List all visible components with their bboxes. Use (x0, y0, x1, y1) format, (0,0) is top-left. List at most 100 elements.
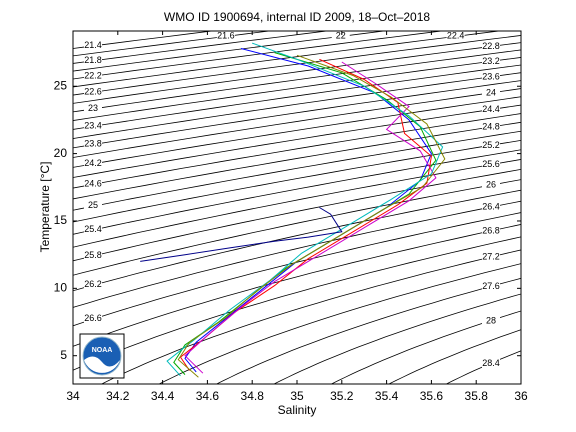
contour-label-bg (482, 252, 500, 263)
contour-label-bg (446, 31, 465, 41)
logo-gull (84, 356, 120, 373)
x-tick-label: 34.4 (151, 389, 175, 403)
density-contour (158, 263, 521, 384)
x-tick-label: 36 (514, 389, 528, 403)
contour-label: 25.2 (482, 140, 500, 150)
contour-label: 25 (88, 200, 98, 210)
contour-label-bg (84, 120, 102, 131)
contour-label: 25.6 (482, 159, 500, 169)
contour-label-bg (84, 40, 102, 51)
contour-label-bg (482, 159, 500, 170)
contour-label: 23.6 (482, 71, 500, 81)
profile-line (184, 61, 437, 374)
contour-label-bg (482, 88, 500, 99)
contour-label-bg (84, 178, 102, 189)
contour-label-bg (84, 250, 102, 261)
contour-label-bg (84, 200, 102, 211)
contour-label-bg (482, 41, 500, 52)
contour-label: 21.6 (217, 30, 235, 40)
density-contour (215, 277, 521, 384)
contour-label-bg (482, 104, 500, 115)
contour-label: 25.4 (84, 224, 102, 234)
contour-label-bg (482, 226, 500, 237)
contour-label-bg (482, 202, 500, 213)
density-contour (73, 72, 521, 139)
contour-label-bg (482, 122, 500, 133)
contour-label-bg (84, 55, 102, 66)
contour-label: 27.2 (482, 252, 500, 262)
x-tick-label: 35.4 (375, 389, 399, 403)
contour-label: 26.8 (482, 226, 500, 236)
contour-label: 24.6 (84, 178, 102, 188)
contour-label: 22.8 (482, 41, 500, 51)
y-tick-label: 25 (54, 78, 68, 92)
contour-label-bg (216, 31, 235, 41)
x-tick-label: 34 (66, 389, 80, 403)
density-contours: 21.4 21.6 21.8 22 22.2 22.4 22.6 22.8 23 23.2 23.4… (73, 30, 521, 384)
density-contour (73, 236, 521, 371)
density-contour (73, 149, 521, 235)
y-tick-label: 15 (54, 213, 68, 227)
contour-label-bg (84, 70, 102, 81)
density-contour (388, 329, 521, 384)
y-tick-label: 10 (54, 281, 68, 295)
x-axis-label: Salinity (278, 403, 317, 417)
contour-label: 24 (486, 87, 496, 97)
contour-label: 27.6 (482, 281, 500, 291)
profile-line (177, 54, 446, 378)
density-contour (73, 130, 521, 211)
plot-area (73, 31, 521, 384)
contour-label: 28.4 (482, 358, 500, 368)
x-tick-label: 34.6 (196, 389, 220, 403)
x-tick-label: 35.2 (330, 389, 354, 403)
contour-label: 21.8 (84, 55, 102, 65)
contour-label: 26.2 (84, 279, 102, 289)
contour-label: 23.8 (84, 139, 102, 149)
contour-label-bg (84, 139, 102, 150)
contour-label-bg (482, 56, 500, 67)
density-contour (73, 57, 521, 121)
contour-label: 26.4 (482, 202, 500, 212)
contour-label: 22.6 (84, 86, 102, 96)
contour-label: 25.8 (84, 250, 102, 260)
density-contour (330, 310, 521, 384)
density-contour (73, 189, 521, 292)
noaa-logo: NOAA (79, 333, 125, 379)
contour-label-bg (482, 140, 500, 151)
contour-label: 22 (336, 30, 346, 40)
density-contour (73, 64, 521, 130)
contour-label: 22.2 (84, 70, 102, 80)
contour-label-bg (84, 313, 102, 324)
contour-label: 26 (486, 180, 496, 190)
contour-label: 26.6 (84, 313, 102, 323)
contour-label-bg (84, 279, 102, 290)
density-contour (100, 249, 521, 384)
x-tick-label: 35 (290, 389, 304, 403)
contour-label-bg (84, 158, 102, 169)
density-contour (273, 293, 521, 384)
logo-text: NOAA (92, 347, 113, 354)
x-tick-label: 35.6 (420, 389, 444, 403)
density-contour (73, 49, 521, 113)
density-contour (73, 80, 521, 149)
density-contour (73, 179, 521, 276)
contour-label-bg (84, 224, 102, 235)
profile-line (140, 207, 343, 262)
contour-label-bg (482, 71, 500, 82)
y-tick-label: 5 (60, 348, 67, 362)
contour-label: 24.4 (482, 104, 500, 114)
contour-label: 23.4 (84, 120, 102, 130)
density-contour (73, 35, 521, 96)
contour-label-bg (482, 358, 500, 369)
chart-title: WMO ID 1900694, internal ID 2009, 18–Oct… (164, 10, 430, 24)
density-contour (73, 168, 521, 262)
contour-label: 22.4 (447, 30, 465, 40)
density-contour (73, 159, 521, 248)
contour-label: 23.2 (482, 56, 500, 66)
density-contour (73, 42, 521, 104)
contour-label-bg (84, 103, 102, 114)
y-axis-label: Temperature [°C] (38, 162, 52, 253)
profiles (140, 42, 446, 378)
x-tick-label: 35.8 (465, 389, 489, 403)
